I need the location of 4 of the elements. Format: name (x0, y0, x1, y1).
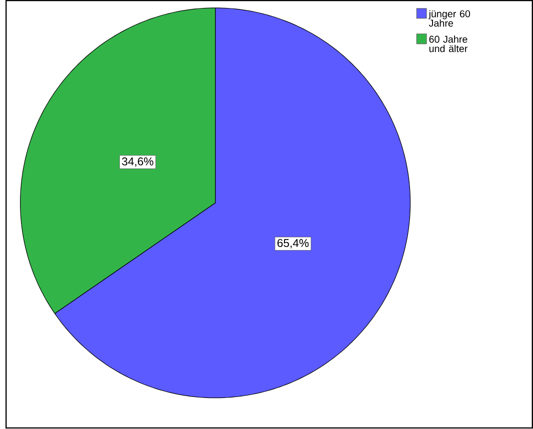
data-label: 65,4% (277, 239, 309, 249)
data-label: 34,6% (122, 158, 154, 167)
legend-label: jünger 60 Jahre (428, 10, 470, 27)
legend-label: 60 Jahre und älter (429, 36, 468, 52)
